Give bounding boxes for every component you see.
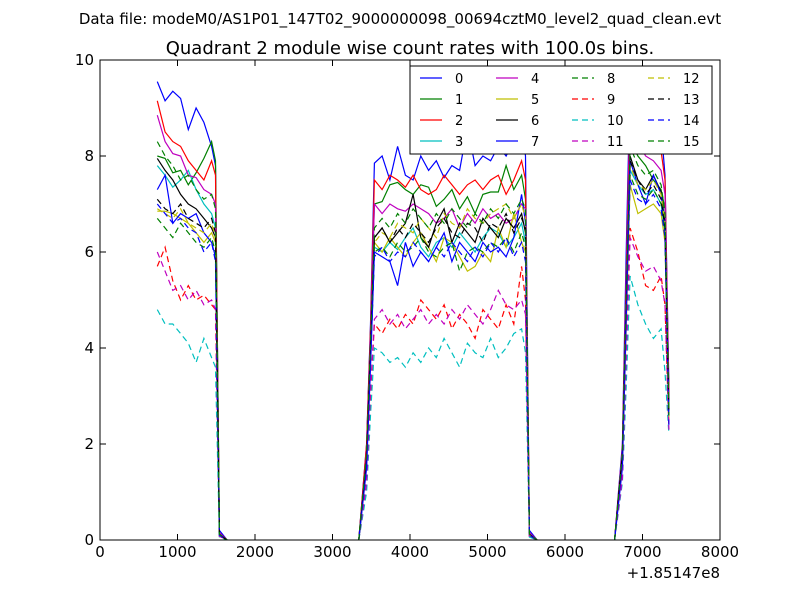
legend-label: 14 [683,114,700,129]
legend-label: 8 [607,72,615,87]
datafile-caption: Data file: modeM0/AS1P01_147T02_90000000… [79,10,721,29]
y-tick-label: 2 [84,435,94,453]
legend-label: 0 [455,72,463,87]
series-line [614,165,670,541]
x-tick-label: 5000 [468,543,506,561]
x-tick-label: 2000 [236,543,274,561]
legend-frame [409,65,713,155]
series-line [358,288,538,541]
series-line [358,202,538,541]
series-line [614,275,670,541]
y-tick-label: 6 [84,243,94,261]
x-offset-label: +1.85147e8 [627,564,720,582]
legend-label: 4 [531,72,539,87]
series-line [358,236,538,541]
x-tick-label: 1000 [158,543,196,561]
legend-label: 7 [531,135,539,150]
series-line [156,141,228,541]
x-tick-label: 7000 [623,543,661,561]
series-line [358,158,538,541]
legend-label: 9 [607,93,615,108]
series-13 [156,160,670,541]
series-15 [156,141,670,541]
series-14 [156,179,670,541]
series-line [156,309,228,541]
x-tick-label: 4000 [391,543,429,561]
legend-label: 10 [607,114,624,129]
y-tick-label: 4 [84,339,94,357]
chart-title: Quadrant 2 module wise count rates with … [166,38,655,59]
x-tick-label: 8000 [701,543,739,561]
series-line [358,197,538,541]
legend-label: 12 [683,72,700,87]
x-tick-label: 3000 [313,543,351,561]
series-line [614,179,670,541]
y-tick-label: 8 [84,147,94,165]
legend-label: 15 [683,135,700,150]
series-line [156,203,228,541]
legend-label: 2 [455,114,463,129]
series-line [358,194,538,541]
series-10 [156,275,670,541]
series-line [358,194,538,541]
legend-label: 11 [607,135,624,150]
series-line [614,237,670,541]
legend-label: 5 [531,93,539,108]
y-tick-label: 10 [75,51,94,69]
legend-label: 3 [455,135,463,150]
x-tick-label: 0 [95,543,105,561]
series-line [614,146,670,541]
series-layer [156,81,670,541]
series-line [358,163,538,541]
y-tick-label: 0 [84,531,94,549]
legend-label: 13 [683,93,700,108]
series-line [358,327,538,541]
series-line [156,218,228,541]
series-line [358,212,538,541]
x-tick-label: 6000 [546,543,584,561]
legend-label: 1 [455,93,463,108]
series-line [358,230,538,541]
legend-label: 6 [531,114,539,129]
